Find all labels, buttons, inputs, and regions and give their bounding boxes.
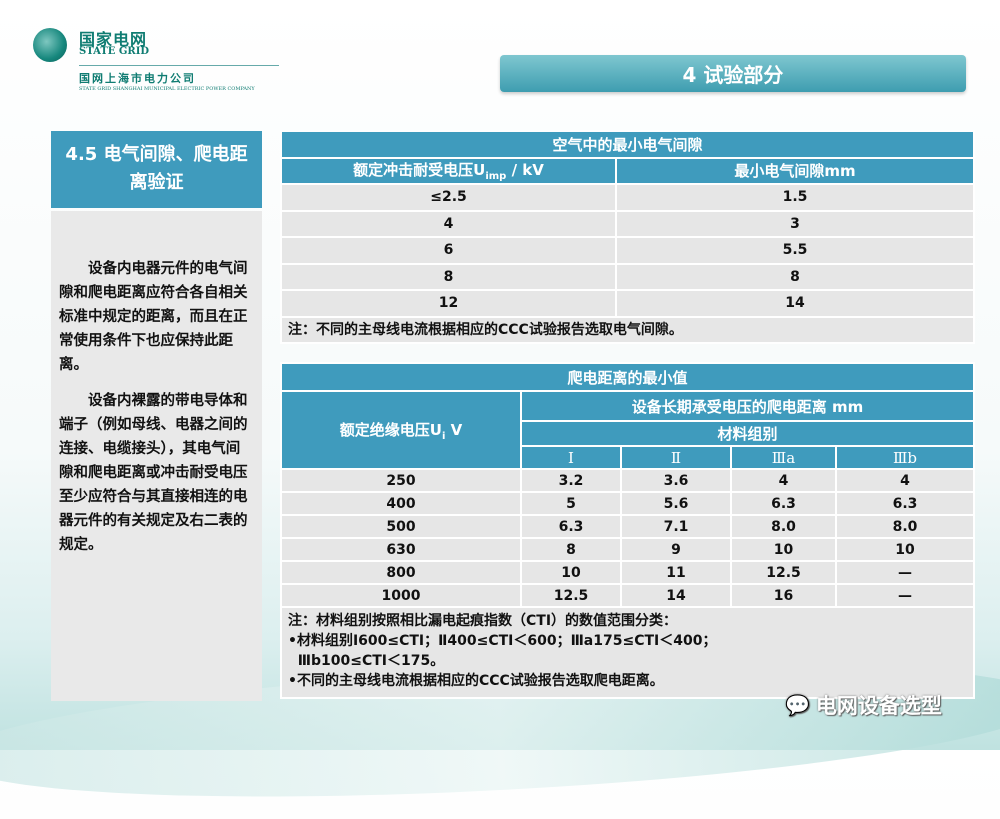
sub-header: 材料组别 <box>520 420 975 447</box>
state-grid-logo: 国家电网 STATE GRID 国网上海市电力公司 STATE GRID SHA… <box>33 28 283 98</box>
table-cell: 10 <box>520 560 622 585</box>
section-banner: 4 试验部分 <box>500 55 966 92</box>
table-cell: 5 <box>520 491 622 516</box>
logo-en: STATE GRID <box>79 46 150 57</box>
table-cell: 8.0 <box>835 514 975 539</box>
column-header: 额定绝缘电压Ui V <box>280 390 522 470</box>
section-title: 4.5 电气间隙、爬电距离验证 <box>51 131 262 208</box>
table-row: 500 6.3 7.1 8.0 8.0 <box>280 514 975 539</box>
table-row: ≤2.5 1.5 <box>280 183 975 212</box>
table-cell: 4 <box>280 209 617 238</box>
table-row: 800 10 11 12.5— <box>280 560 975 585</box>
globe-icon <box>33 28 67 62</box>
table-cell: 3 <box>615 209 975 238</box>
table-cell: 8 <box>280 262 617 291</box>
table-cell: 9 <box>620 537 732 562</box>
logo-divider <box>79 65 279 66</box>
table-title: 爬电距离的最小值 <box>280 362 975 392</box>
table-cell: 6.3 <box>730 491 837 516</box>
table-cell: 10 <box>835 537 975 562</box>
table-row: 400 5 5.6 6.3 6.3 <box>280 491 975 516</box>
table-cell: 7.1 <box>620 514 732 539</box>
note-line: Ⅲb100≤CTI＜175。 <box>288 653 445 669</box>
table-cell: 3.2 <box>520 468 622 493</box>
group-header: 设备长期承受电压的爬电距离 mm <box>520 390 975 422</box>
note-line: 注：材料组别按照相比漏电起痕指数（CTI）的数值范围分类： <box>288 613 678 629</box>
table-cell: — <box>835 583 975 608</box>
table-cell: 1000 <box>280 583 522 608</box>
table-cell: 5.6 <box>620 491 732 516</box>
table-cell: 11 <box>620 560 732 585</box>
logo-cn: 国家电网 <box>79 30 148 49</box>
logo-sub: 国网上海市电力公司 <box>79 72 196 85</box>
table-cell: 4 <box>730 468 837 493</box>
table-cell: ≤2.5 <box>280 183 617 212</box>
table-cell: 14 <box>615 289 975 318</box>
paragraph: 设备内电器元件的电气间隙和爬电距离应符合各自相关标准中规定的距离，而且在正常使用… <box>59 261 248 373</box>
table-row: 6 5.5 <box>280 236 975 265</box>
table-row: 630 8 9 10 10 <box>280 537 975 562</box>
table-cell: 16 <box>730 583 837 608</box>
table-cell: 3.6 <box>620 468 732 493</box>
table-notes: 注：材料组别按照相比漏电起痕指数（CTI）的数值范围分类： •材料组别Ⅰ600≤… <box>280 606 975 699</box>
note-line: •材料组别Ⅰ600≤CTI；Ⅱ400≤CTI＜600；Ⅲa175≤CTI＜400… <box>288 633 717 649</box>
table-cell: 6.3 <box>835 491 975 516</box>
group-iiia: Ⅲa <box>730 445 837 470</box>
table-cell: — <box>835 560 975 585</box>
wechat-icon: 💬 <box>785 693 810 717</box>
table-cell: 8 <box>520 537 622 562</box>
section-body: 设备内电器元件的电气间隙和爬电距离应符合各自相关标准中规定的距离，而且在正常使用… <box>51 211 262 701</box>
clearance-table: 空气中的最小电气间隙 额定冲击耐受电压Uimp / kV 最小电气间隙mm ≤2… <box>280 130 975 344</box>
group-ii: Ⅱ <box>620 445 732 470</box>
note-line: •不同的主母线电流根据相应的CCC试验报告选取爬电距离。 <box>288 673 664 689</box>
group-iiib: Ⅲb <box>835 445 975 470</box>
table-row: 12 14 <box>280 289 975 318</box>
watermark: 💬 电网设备选型 <box>785 693 942 718</box>
table-cell: 4 <box>835 468 975 493</box>
table-cell: 800 <box>280 560 522 585</box>
table-title: 空气中的最小电气间隙 <box>280 130 975 159</box>
column-header: 最小电气间隙mm <box>615 156 975 185</box>
group-i: Ⅰ <box>520 445 622 470</box>
table-cell: 6 <box>280 236 617 265</box>
column-header: 额定冲击耐受电压Uimp / kV <box>280 156 617 185</box>
table-cell: 12.5 <box>520 583 622 608</box>
table-cell: 1.5 <box>615 183 975 212</box>
table-cell: 12 <box>280 289 617 318</box>
paragraph: 设备内裸露的带电导体和端子（例如母线、电器之间的连接、电缆接头），其电气间隙和爬… <box>59 393 248 553</box>
table-row: 250 3.2 3.6 4 4 <box>280 468 975 493</box>
table-cell: 8.0 <box>730 514 837 539</box>
table-cell: 5.5 <box>615 236 975 265</box>
logo-sub-en: STATE GRID SHANGHAI MUNICIPAL ELECTRIC P… <box>79 86 255 92</box>
table-cell: 12.5 <box>730 560 837 585</box>
table-row: 1000 12.5 14 16— <box>280 583 975 608</box>
table-cell: 6.3 <box>520 514 622 539</box>
table-cell: 630 <box>280 537 522 562</box>
table-cell: 10 <box>730 537 837 562</box>
table-cell: 250 <box>280 468 522 493</box>
table-cell: 500 <box>280 514 522 539</box>
table-cell: 8 <box>615 262 975 291</box>
table-cell: 400 <box>280 491 522 516</box>
table-note: 注：不同的主母线电流根据相应的CCC试验报告选取电气间隙。 <box>280 315 975 344</box>
table-cell: 14 <box>620 583 732 608</box>
creepage-table: 爬电距离的最小值 额定绝缘电压Ui V 设备长期承受电压的爬电距离 mm 材料组… <box>280 362 975 699</box>
